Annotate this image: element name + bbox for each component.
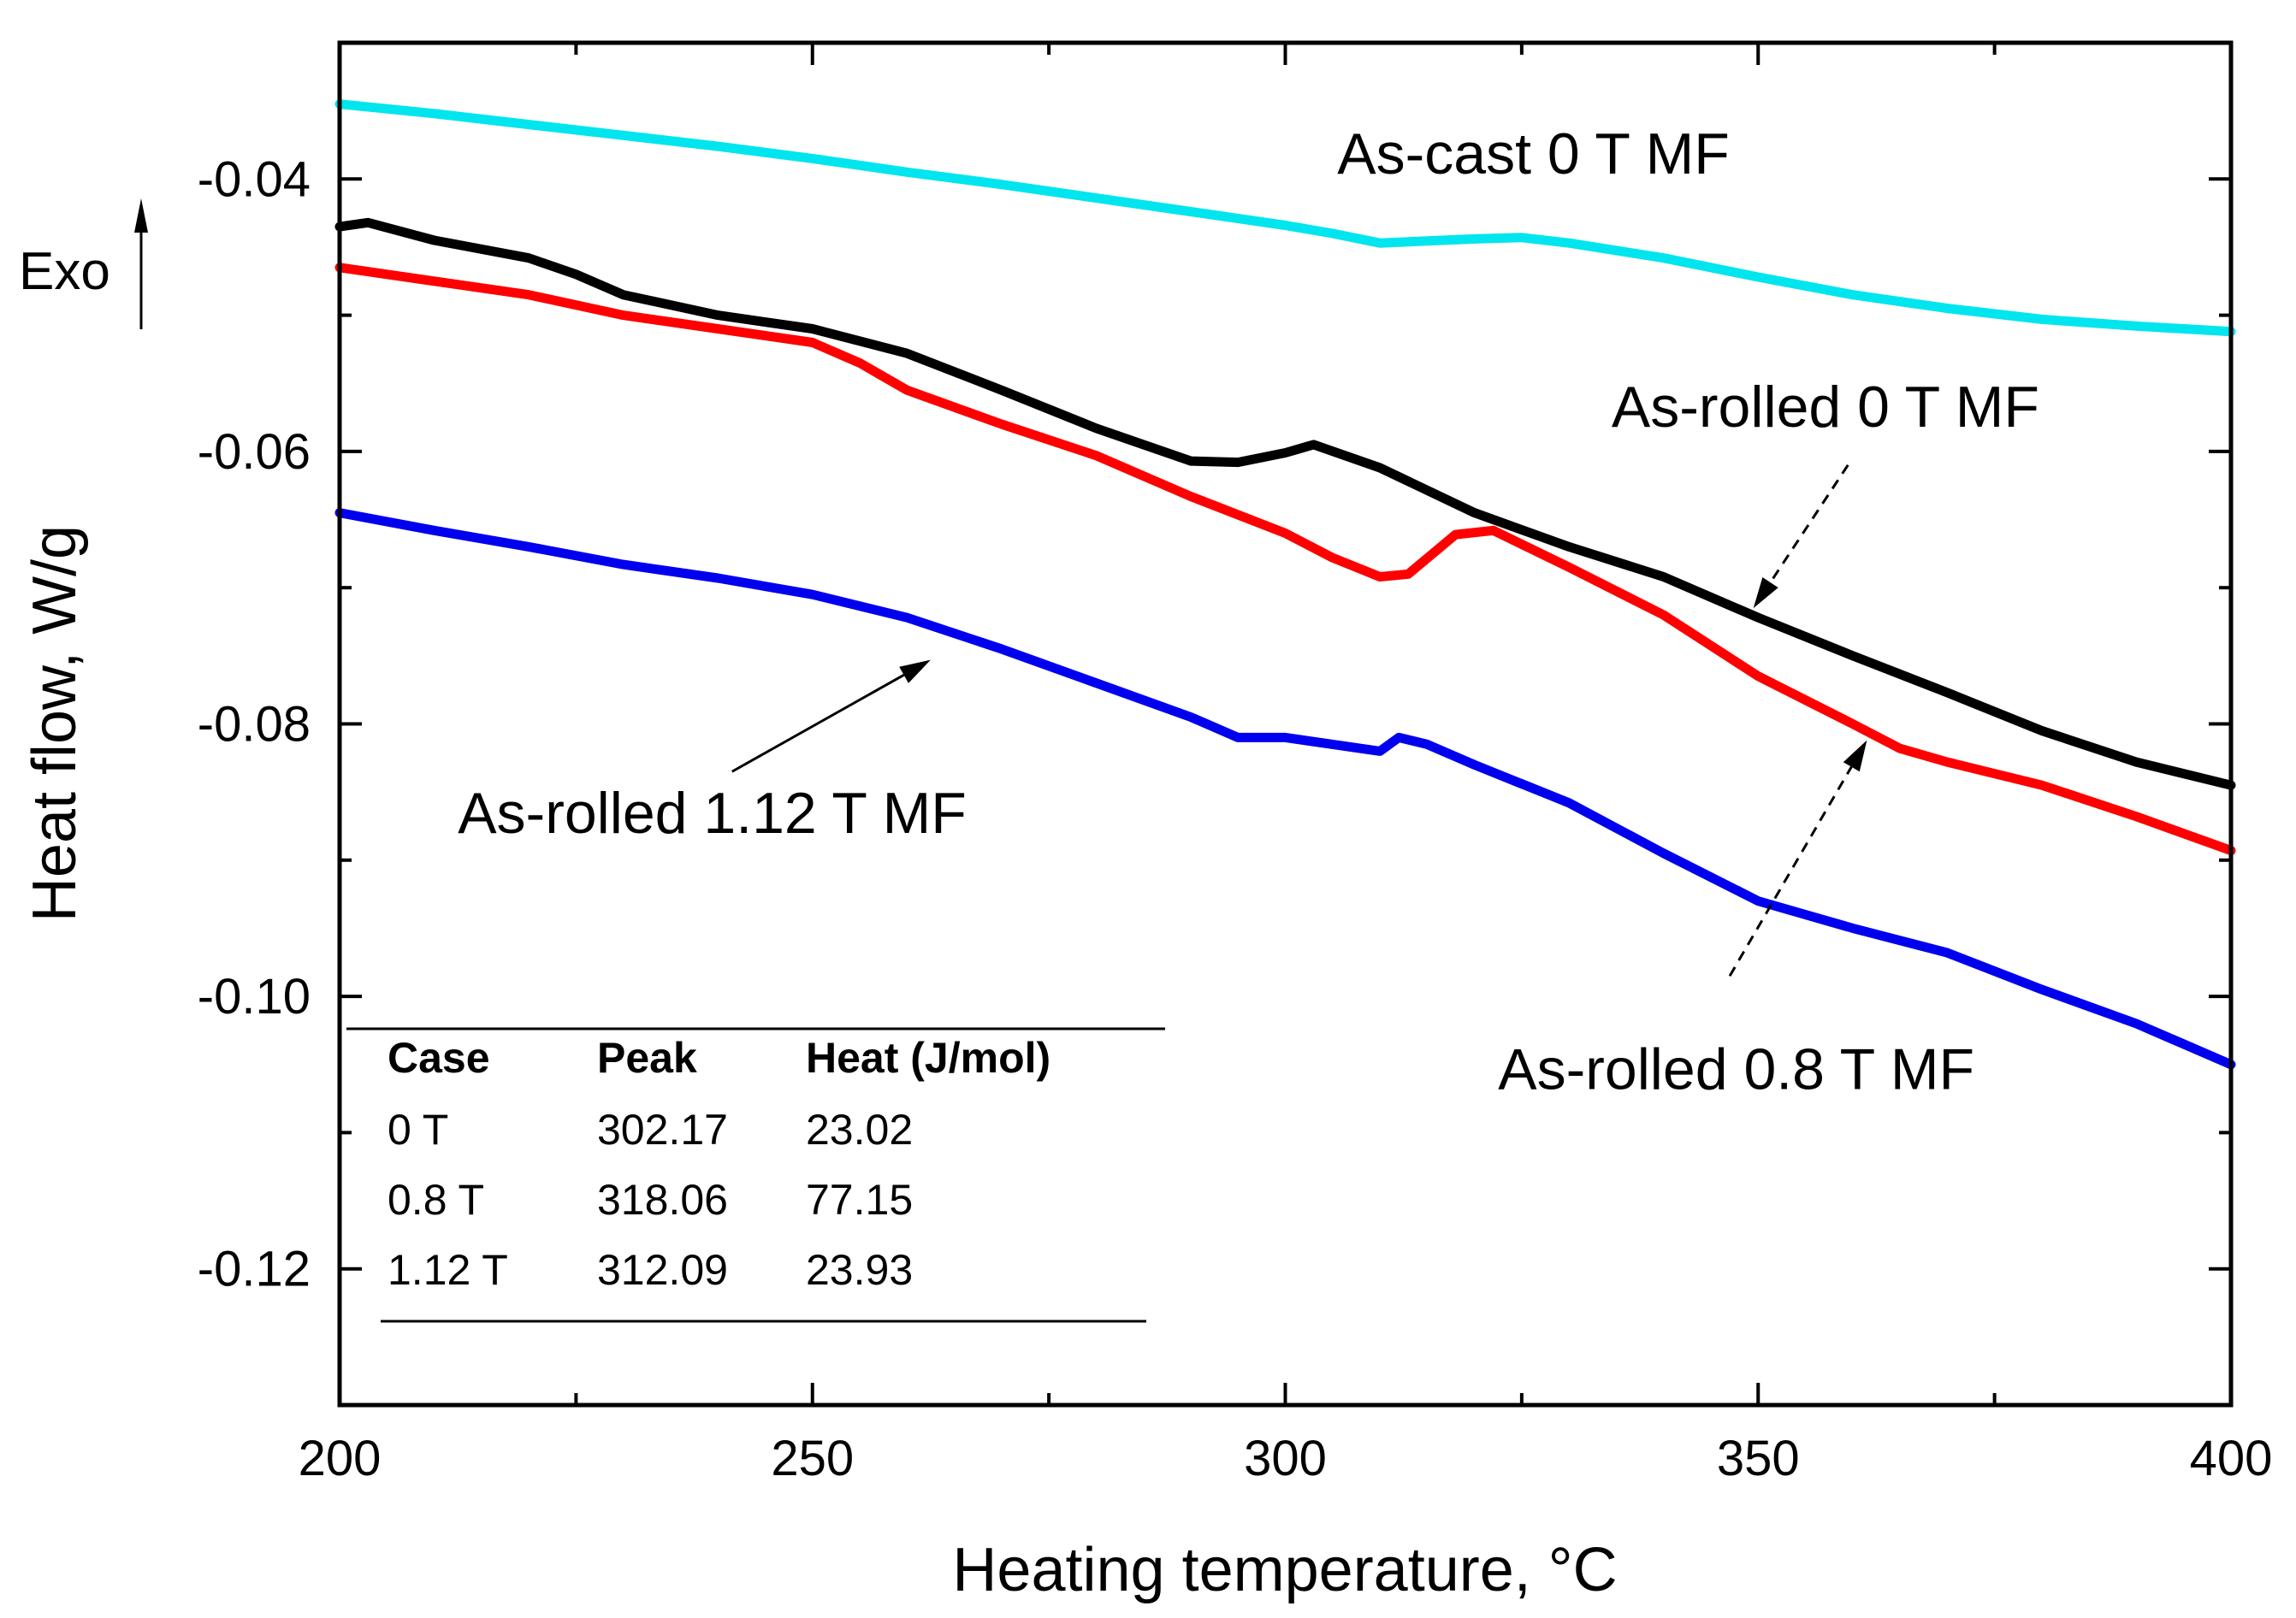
series-layer xyxy=(334,99,2236,1070)
table-header-cell: Peak xyxy=(597,1034,697,1082)
x-tick-label: 200 xyxy=(299,1431,382,1486)
series-line-1 xyxy=(334,217,2236,790)
exo-label: Exo xyxy=(19,242,110,301)
table-cell: 23.93 xyxy=(806,1246,913,1294)
table-cell: 0 T xyxy=(388,1106,448,1154)
exo-indicator: Exo xyxy=(19,198,148,329)
arrow-rolled-112-head xyxy=(899,659,931,683)
table-cell: 0.8 T xyxy=(388,1176,484,1224)
label-as-cast: As-cast 0 T MF xyxy=(1337,121,1729,186)
y-tick-label: -0.04 xyxy=(198,151,311,207)
annotations: As-cast 0 T MF As-rolled 0 T MF As-rolled … xyxy=(458,121,2039,1101)
x-tick-label: 300 xyxy=(1244,1431,1327,1486)
label-rolled-112: As-rolled 1.12 T MF xyxy=(458,781,967,846)
table-cell: 23.02 xyxy=(806,1106,913,1154)
table-cell: 1.12 T xyxy=(388,1246,508,1294)
arrow-rolled-112-line xyxy=(731,673,905,773)
label-rolled-08: As-rolled 0.8 T MF xyxy=(1498,1036,1974,1101)
x-axis-label: Heating temperature, °C xyxy=(952,1536,1617,1604)
results-table: Case Peak Heat (J/mol) 0 T 302.17 23.02 0.8 T 3… xyxy=(346,1027,1165,1323)
y-tick-label: -0.12 xyxy=(198,1242,311,1297)
table-header-cell: Heat (J/mol) xyxy=(806,1034,1050,1082)
table-cell: 318.06 xyxy=(597,1176,728,1224)
table-header-cell: Case xyxy=(388,1034,490,1082)
arrow-rolled-08-head xyxy=(1843,740,1867,772)
axis-ticks: 200 250 300 350 400 -0.04 -0.06 -0.08 -0.10 -0.12 xyxy=(198,41,2273,1486)
x-tick-label: 400 xyxy=(2190,1431,2273,1486)
arrow-rolled-0-head xyxy=(1753,577,1778,609)
y-axis-label: Heat flow, W/g xyxy=(21,525,89,922)
series-line-0 xyxy=(334,99,2236,337)
label-rolled-0: As-rolled 0 T MF xyxy=(1612,375,2039,440)
y-tick-label: -0.08 xyxy=(198,697,311,753)
arrow-rolled-0-line xyxy=(1769,464,1849,583)
series-line-2 xyxy=(334,263,2236,856)
arrow-rolled-08-line xyxy=(1728,765,1853,977)
table-cell: 312.09 xyxy=(597,1246,728,1294)
x-tick-label: 350 xyxy=(1717,1431,1800,1486)
y-tick-label: -0.10 xyxy=(198,969,311,1025)
table-cell: 302.17 xyxy=(597,1106,728,1154)
table-cell: 77.15 xyxy=(806,1176,913,1224)
exo-arrow-head xyxy=(134,198,148,233)
x-tick-label: 250 xyxy=(771,1431,854,1486)
series-line-3 xyxy=(334,508,2236,1070)
y-tick-label: -0.06 xyxy=(198,424,311,480)
